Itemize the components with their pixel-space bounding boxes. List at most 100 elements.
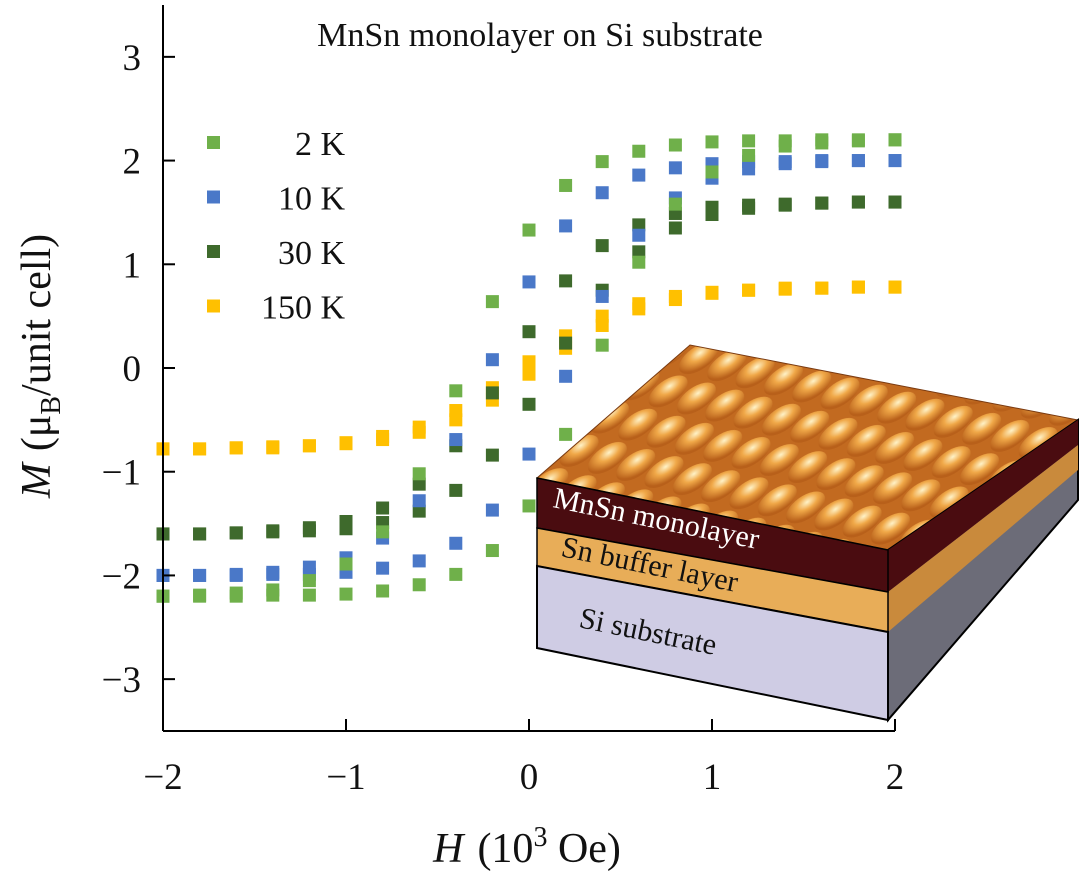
data-point <box>229 568 243 582</box>
data-point <box>376 584 390 598</box>
legend-marker <box>207 299 220 313</box>
data-point <box>302 439 316 453</box>
data-point <box>449 567 463 581</box>
data-point <box>668 293 682 307</box>
data-point <box>485 386 499 400</box>
y-tick-label: 0 <box>123 349 142 390</box>
data-point <box>522 397 536 411</box>
data-point <box>485 503 499 517</box>
data-point <box>595 318 609 332</box>
data-point <box>339 522 353 536</box>
data-point <box>742 162 756 176</box>
x-label-text: (10 <box>477 826 533 872</box>
legend-marker <box>207 190 220 204</box>
legend-label: 30 K <box>278 235 346 272</box>
x-tick-label: 0 <box>520 757 539 798</box>
data-point <box>193 527 207 541</box>
legend-label: 2 K <box>295 126 346 163</box>
data-point <box>888 195 902 209</box>
data-point <box>522 275 536 289</box>
data-point <box>193 442 207 456</box>
data-point <box>449 384 463 398</box>
data-point <box>632 255 646 269</box>
data-point <box>376 501 390 515</box>
data-point <box>266 588 280 602</box>
y-tick-label: −1 <box>102 453 141 494</box>
data-point <box>412 494 426 508</box>
data-point <box>595 239 609 253</box>
data-point <box>193 568 207 582</box>
data-point <box>485 544 499 558</box>
data-point <box>485 448 499 462</box>
data-point <box>229 441 243 455</box>
data-point <box>815 136 829 150</box>
data-point <box>412 425 426 439</box>
data-point <box>485 295 499 309</box>
data-point <box>668 138 682 152</box>
data-point <box>559 219 573 233</box>
data-point <box>522 325 536 339</box>
x-label-power: 3 <box>533 822 547 853</box>
data-point <box>559 336 573 350</box>
data-point <box>778 157 792 171</box>
data-point <box>302 524 316 538</box>
data-point <box>339 437 353 451</box>
data-point <box>449 483 463 497</box>
y-tick-label: −2 <box>102 556 141 597</box>
data-point <box>449 536 463 550</box>
data-point <box>815 155 829 169</box>
data-point <box>339 557 353 571</box>
y-axis-label: M (μB/unit cell) <box>14 234 67 499</box>
data-point <box>778 282 792 296</box>
data-point <box>559 369 573 383</box>
inset-illustration: MnSn monolayer Sn buffer layer Si substr… <box>535 344 1080 723</box>
legend-marker <box>207 136 220 149</box>
x-label-unit: Oe) <box>547 826 620 872</box>
data-point <box>595 186 609 200</box>
data-point <box>266 525 280 539</box>
data-point <box>705 135 719 149</box>
data-point <box>266 441 280 455</box>
data-point <box>595 289 609 303</box>
substrate-layer <box>536 564 889 722</box>
x-tick-label: 2 <box>886 757 905 798</box>
data-point <box>632 168 646 182</box>
data-point <box>632 144 646 158</box>
data-point <box>522 367 536 381</box>
data-point <box>412 578 426 592</box>
data-point <box>632 302 646 316</box>
data-point <box>376 525 390 539</box>
data-point <box>632 218 646 232</box>
data-point <box>412 504 426 518</box>
legend-label: 150 K <box>261 290 346 327</box>
y-label-symbol: M <box>14 461 60 499</box>
data-point <box>595 155 609 169</box>
data-point <box>778 198 792 212</box>
x-axis-label: H (103 Oe) <box>432 822 621 872</box>
data-point <box>559 274 573 288</box>
data-point <box>632 245 646 259</box>
y-tick-label: 2 <box>123 142 142 183</box>
data-point <box>229 526 243 540</box>
data-point <box>376 433 390 447</box>
data-point <box>229 589 243 603</box>
data-point <box>742 134 756 148</box>
y-tick-label: 1 <box>123 245 142 286</box>
x-label-symbol: H <box>432 826 466 872</box>
data-point <box>705 208 719 222</box>
data-point <box>742 148 756 162</box>
chart-title: MnSn monolayer on Si substrate <box>317 17 763 54</box>
data-point <box>705 286 719 300</box>
data-point <box>888 154 902 168</box>
data-point <box>668 197 682 211</box>
x-tick-label: −1 <box>326 757 365 798</box>
data-point <box>522 447 536 461</box>
data-point <box>705 165 719 179</box>
data-point <box>559 427 573 441</box>
data-point <box>815 281 829 295</box>
data-point <box>376 561 390 575</box>
data-point <box>815 196 829 210</box>
data-point <box>595 338 609 352</box>
data-point <box>851 280 865 294</box>
data-point <box>668 161 682 175</box>
